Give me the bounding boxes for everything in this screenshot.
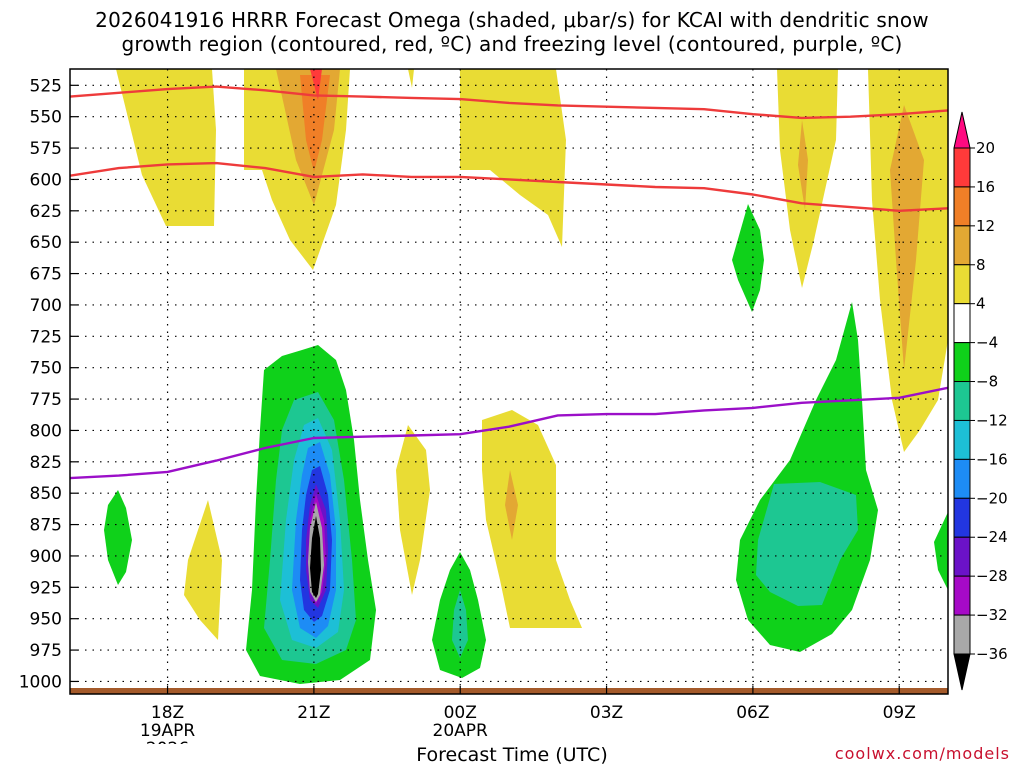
omega-pos-region-d [460, 69, 566, 247]
y-tick-label-1000: 1000 [19, 672, 62, 692]
colorbar-label-12: −32 [976, 606, 1008, 624]
colorbar-swatch-9 [953, 497, 971, 538]
omega-pos-orange-i [505, 470, 518, 540]
colorbar-label-2: 12 [976, 217, 995, 235]
colorbar-label-6: −8 [976, 373, 998, 391]
ground-strip [70, 688, 948, 694]
x-tick-label-3: 03Z [590, 703, 623, 723]
y-tick-label-800: 800 [30, 421, 62, 441]
y-tick-label-600: 600 [30, 170, 62, 190]
colorbar-label-4: 4 [976, 295, 986, 313]
colorbar: 20 16 12 8 4 −4 −8 −12 −16 −20 −24 −28 −32 −36 [953, 111, 1008, 691]
colorbar-label-9: −20 [976, 489, 1008, 507]
omega-pos-region-g [184, 500, 222, 640]
y-tick-label-625: 625 [30, 202, 62, 222]
x-tick-label-4: 06Z [736, 703, 769, 723]
plot-frame [69, 68, 949, 695]
credit-text: coolwx.com/models [834, 744, 1010, 763]
x-tick-label-1: 21Z [297, 703, 330, 723]
colorbar-swatch-6 [953, 381, 971, 421]
omega-neg-teal-e [756, 482, 858, 606]
y-tick-label-975: 975 [30, 641, 62, 661]
omega-pos-region-a [116, 69, 216, 226]
omega-neg-region-d [732, 204, 764, 312]
colorbar-swatch-7 [953, 419, 971, 460]
title-line-2: growth region (contoured, red, ºC) and f… [121, 32, 903, 56]
colorbar-label-11: −28 [976, 567, 1008, 585]
chart-title: 2026041916 HRRR Forecast Omega (shaded, … [0, 8, 1024, 56]
colorbar-top-arrow [953, 111, 971, 149]
x-tick-date-2: 20APR [433, 721, 489, 741]
omega-neg-region-b [104, 490, 132, 585]
colorbar-swatch-12 [953, 614, 971, 655]
colorbar-label-3: 8 [976, 256, 986, 274]
colorbar-swatch-5 [953, 342, 971, 383]
contour-lines [70, 85, 948, 480]
colorbar-swatch-11 [953, 575, 971, 616]
omega-pos-orange-f [890, 105, 924, 370]
omega-pos-region-e [777, 69, 838, 288]
y-tick-label-725: 725 [30, 327, 62, 347]
contour-dendritic-growth-12c [70, 85, 948, 120]
y-tick-label-825: 825 [30, 453, 62, 473]
title-line-1: 2026041916 HRRR Forecast Omega (shaded, … [95, 8, 929, 32]
x-tick-label-5: 09Z [883, 703, 916, 723]
omega-pos-region-b [162, 69, 174, 92]
colorbar-swatch-8 [953, 458, 971, 499]
colorbar-bottom-arrow [953, 653, 971, 691]
omega-neg-region-f [934, 512, 948, 590]
y-tick-label-950: 950 [30, 610, 62, 630]
colorbar-swatch-0 [953, 147, 971, 188]
colorbar-swatch-1 [953, 186, 971, 227]
omega-pos-region-j [408, 69, 414, 88]
y-tick-label-900: 900 [30, 547, 62, 567]
y-tick-label-925: 925 [30, 578, 62, 598]
colorbar-label-7: −12 [976, 411, 1008, 429]
omega-pos-region-h [396, 425, 430, 595]
omega-pos-region-i [482, 410, 582, 628]
y-tick-label-675: 675 [30, 265, 62, 285]
omega-neg-black-a [310, 516, 321, 598]
colorbar-label-8: −16 [976, 450, 1008, 468]
x-tick-label-2: 00Z [444, 703, 477, 723]
colorbar-swatch-4 [953, 303, 971, 344]
contour-freezing-level-0c [70, 386, 948, 480]
colorbar-label-1: 16 [976, 178, 995, 196]
x-tick-year-0: 2026 [146, 739, 189, 744]
colorbar-swatch-10 [953, 536, 971, 577]
omega-shading [104, 69, 948, 684]
y-tick-label-650: 650 [30, 233, 62, 253]
colorbar-swatch-3 [953, 264, 971, 305]
x-tick-label-0: 18Z [151, 703, 184, 723]
colorbar-label-13: −36 [976, 645, 1008, 663]
y-tick-label-750: 750 [30, 359, 62, 379]
contour-dendritic-growth-18c [70, 161, 948, 213]
colorbar-label-0: 20 [976, 139, 995, 157]
y-tick-label-550: 550 [30, 108, 62, 128]
omega-pos-orange-e [798, 120, 808, 210]
y-tick-label-700: 700 [30, 296, 62, 316]
y-axis: 525 550 575 600 625 650 675 700 725 750 775 800 825 8… [19, 76, 78, 692]
y-tick-label-525: 525 [30, 76, 62, 96]
y-tick-label-850: 850 [30, 484, 62, 504]
omega-pos-deep-orange-c [300, 75, 330, 172]
x-axis-title: Forecast Time (UTC) [416, 744, 608, 766]
x-tick-date-0: 19APR [140, 721, 196, 741]
colorbar-swatch-2 [953, 225, 971, 266]
omega-pos-red-c [310, 69, 322, 100]
y-tick-label-575: 575 [30, 139, 62, 159]
colorbar-label-10: −24 [976, 528, 1008, 546]
colorbar-label-5: −4 [976, 334, 998, 352]
y-tick-label-775: 775 [30, 390, 62, 410]
omega-time-height-chart: 525 550 575 600 625 650 675 700 725 750 775 800 825 8… [19, 68, 1008, 744]
y-tick-label-875: 875 [30, 516, 62, 536]
